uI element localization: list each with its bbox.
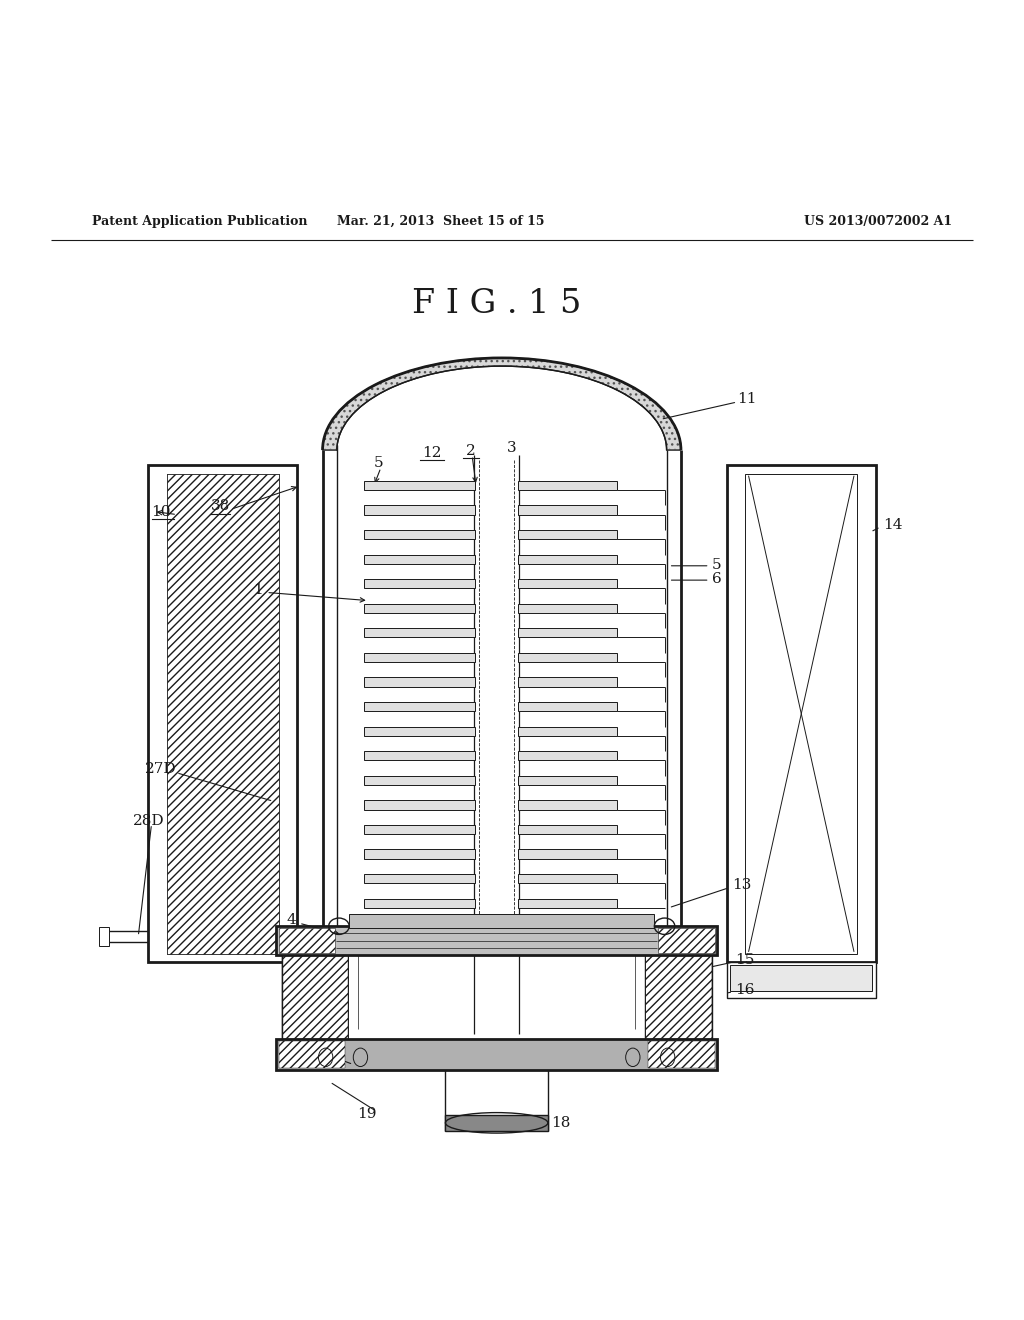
Bar: [364, 825, 475, 834]
Bar: [518, 850, 617, 858]
Bar: [518, 554, 617, 564]
Bar: [282, 954, 348, 1039]
Bar: [518, 480, 617, 490]
Bar: [648, 1041, 715, 1068]
Text: Patent Application Publication: Patent Application Publication: [92, 215, 307, 228]
Text: 6: 6: [712, 572, 722, 586]
Bar: [727, 466, 876, 962]
Text: 11: 11: [737, 392, 757, 405]
Text: 3: 3: [507, 441, 517, 455]
Bar: [364, 702, 475, 711]
Bar: [279, 928, 335, 953]
Bar: [518, 603, 617, 612]
Bar: [364, 653, 475, 663]
Bar: [727, 962, 876, 998]
Bar: [276, 1039, 717, 1069]
Text: 10: 10: [152, 504, 171, 519]
Bar: [518, 529, 617, 539]
Bar: [364, 874, 475, 883]
Bar: [518, 751, 617, 760]
Text: US 2013/0072002 A1: US 2013/0072002 A1: [804, 215, 952, 228]
Text: 1: 1: [253, 583, 263, 598]
Bar: [518, 825, 617, 834]
Bar: [364, 603, 475, 612]
Bar: [364, 677, 475, 686]
Bar: [364, 480, 475, 490]
Bar: [99, 927, 109, 945]
Text: 5: 5: [712, 558, 721, 572]
Bar: [518, 677, 617, 686]
Polygon shape: [323, 358, 681, 450]
Text: 16: 16: [735, 982, 755, 997]
Bar: [518, 874, 617, 883]
Bar: [148, 466, 297, 962]
Bar: [364, 726, 475, 735]
Bar: [518, 702, 617, 711]
Text: 2: 2: [466, 444, 476, 458]
Bar: [364, 776, 475, 785]
Bar: [518, 506, 617, 515]
Bar: [518, 726, 617, 735]
Text: 38: 38: [211, 499, 229, 513]
Text: 18: 18: [552, 1115, 570, 1130]
Bar: [645, 954, 712, 1039]
Text: 5: 5: [374, 457, 384, 470]
Text: 13: 13: [732, 878, 752, 892]
Bar: [364, 579, 475, 589]
Bar: [167, 474, 279, 954]
Text: F I G . 1 5: F I G . 1 5: [412, 288, 582, 319]
Text: 12: 12: [422, 446, 442, 461]
Text: 15: 15: [735, 953, 755, 968]
Bar: [364, 850, 475, 858]
Bar: [518, 776, 617, 785]
Text: 27D: 27D: [145, 762, 177, 776]
Text: 7: 7: [304, 1041, 314, 1056]
Text: 17: 17: [513, 1115, 531, 1130]
Bar: [518, 899, 617, 908]
Bar: [364, 529, 475, 539]
Bar: [445, 1114, 548, 1131]
Bar: [518, 800, 617, 809]
Bar: [658, 928, 715, 953]
Text: 4: 4: [287, 913, 297, 927]
Bar: [279, 1041, 345, 1068]
Text: Mar. 21, 2013  Sheet 15 of 15: Mar. 21, 2013 Sheet 15 of 15: [337, 215, 544, 228]
Bar: [364, 628, 475, 638]
Bar: [364, 800, 475, 809]
Bar: [364, 899, 475, 908]
Bar: [364, 554, 475, 564]
Bar: [518, 579, 617, 589]
Text: 19: 19: [356, 1106, 377, 1121]
Bar: [730, 965, 872, 991]
Text: 28D: 28D: [133, 813, 165, 828]
Text: 14: 14: [883, 517, 902, 532]
Bar: [276, 927, 717, 954]
Bar: [518, 628, 617, 638]
Bar: [349, 913, 654, 928]
Bar: [167, 474, 279, 954]
Bar: [745, 474, 857, 954]
Bar: [518, 653, 617, 663]
Bar: [364, 506, 475, 515]
Bar: [364, 751, 475, 760]
